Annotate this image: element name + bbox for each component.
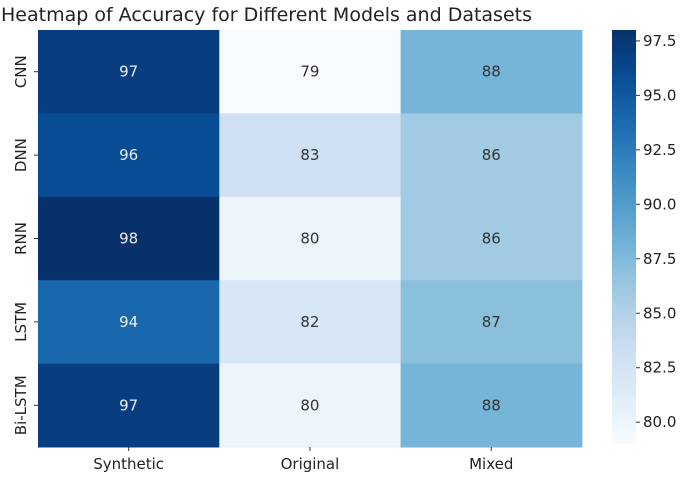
- colorbar-tick-label: 85.0: [643, 304, 676, 322]
- heatmap-cells: [38, 30, 583, 448]
- heatmap-cell-label: 94: [119, 313, 138, 331]
- y-tick-label: DNN: [12, 138, 30, 172]
- colorbar-tick-label: 87.5: [643, 250, 676, 268]
- heatmap-cell-label: 80: [300, 396, 319, 414]
- heatmap-cell-label: 88: [482, 63, 501, 81]
- y-tick-label: LSTM: [12, 302, 30, 342]
- heatmap-cell: [38, 113, 220, 198]
- heatmap-cell: [38, 363, 220, 448]
- x-tick-label: Synthetic: [93, 455, 164, 473]
- colorbar-tick-label: 90.0: [643, 195, 676, 213]
- heatmap-cell: [38, 280, 220, 365]
- heatmap-cell: [400, 196, 583, 281]
- y-tick-label: RNN: [12, 222, 30, 255]
- heatmap-cell-labels: 97 79 88 96 83 86 98 80 86 94 82 87 97 80 88: [119, 63, 501, 415]
- x-tick-label: Mixed: [469, 455, 513, 473]
- heatmap-cell: [400, 113, 583, 198]
- colorbar-tick-label: 82.5: [643, 359, 676, 377]
- heatmap-cell-label: 82: [300, 313, 319, 331]
- heatmap-cell: [38, 30, 220, 114]
- heatmap-cell-label: 96: [119, 146, 138, 164]
- heatmap-cell-label: 98: [119, 230, 138, 248]
- heatmap-cell-label: 88: [482, 396, 501, 414]
- chart-title: Heatmap of Accuracy for Different Models…: [1, 4, 532, 26]
- heatmap-cell-label: 86: [482, 230, 501, 248]
- heatmap-cell: [400, 280, 583, 365]
- heatmap-cell-label: 83: [300, 146, 319, 164]
- heatmap-cell: [219, 196, 402, 281]
- colorbar-ticks: 80.0 82.5 85.0 87.5 90.0 92.5 95.0 97.5: [636, 32, 676, 431]
- heatmap-cell: [219, 363, 402, 448]
- colorbar-tick-label: 97.5: [643, 32, 676, 50]
- heatmap-cell: [400, 363, 583, 448]
- y-tick-label: CNN: [12, 55, 30, 88]
- heatmap-cell: [219, 30, 402, 114]
- heatmap-cell: [38, 196, 220, 281]
- y-axis-ticks: CNN DNN RNN LSTM Bi-LSTM: [12, 55, 38, 435]
- colorbar-tick-label: 92.5: [643, 141, 676, 159]
- heatmap-cell-label: 97: [119, 396, 138, 414]
- colorbar-tick-label: 95.0: [643, 86, 676, 104]
- heatmap-cell: [219, 113, 402, 198]
- heatmap-cell-label: 79: [300, 63, 319, 81]
- colorbar-tick-label: 80.0: [643, 413, 676, 431]
- heatmap-cell-label: 80: [300, 230, 319, 248]
- heatmap-cell: [400, 30, 583, 114]
- y-tick-label: Bi-LSTM: [12, 375, 30, 435]
- heatmap-cell-label: 86: [482, 146, 501, 164]
- x-axis-ticks: Synthetic Original Mixed: [93, 447, 513, 473]
- heatmap-cell: [219, 280, 402, 365]
- colorbar: [612, 30, 636, 444]
- heatmap-cell-label: 97: [119, 63, 138, 81]
- heatmap-cell-label: 87: [482, 313, 501, 331]
- x-tick-label: Original: [281, 455, 340, 473]
